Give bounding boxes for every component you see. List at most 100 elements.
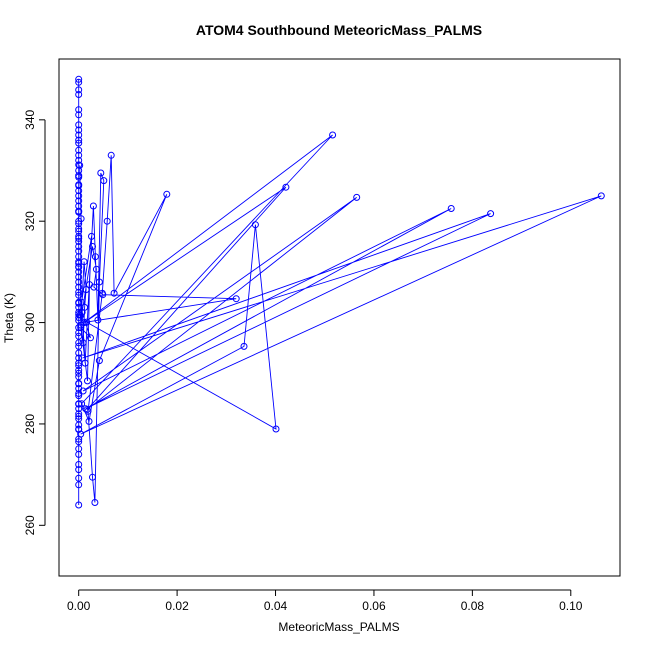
data-point: [75, 474, 83, 482]
data-point: [87, 334, 94, 342]
data-point: [75, 156, 83, 164]
data-point: [163, 190, 171, 198]
data-point: [80, 258, 88, 266]
data-point: [79, 354, 87, 362]
data-point: [75, 192, 83, 200]
data-point: [75, 501, 83, 509]
x-tick-label: 0.04: [264, 599, 288, 613]
x-axis-label: MeteoricMass_PALMS: [278, 620, 399, 634]
data-point: [75, 349, 83, 357]
data-point: [107, 151, 115, 159]
data-point: [110, 289, 118, 297]
data-point: [75, 278, 83, 286]
data-point: [77, 215, 85, 223]
data-point: [103, 217, 111, 225]
data-point: [75, 291, 83, 299]
data-point: [75, 243, 83, 250]
chart-title: ATOM4 Southbound MeteoricMass_PALMS: [196, 22, 482, 38]
data-point: [78, 298, 86, 306]
data-point: [75, 227, 83, 235]
data-point: [99, 291, 107, 299]
data-point: [251, 221, 259, 229]
data-point: [75, 466, 83, 474]
y-tick-label: 300: [23, 312, 37, 332]
data-point: [232, 295, 240, 303]
data-point: [75, 131, 83, 139]
data-point: [89, 202, 97, 210]
x-tick-label: 0.02: [165, 599, 189, 613]
data-point: [272, 425, 280, 433]
data-point: [89, 473, 96, 481]
data-point: [75, 106, 83, 114]
data-point: [75, 410, 83, 418]
data-point: [75, 121, 83, 129]
x-axis: 0.00 0.02 0.04 0.06 0.08 0.10: [67, 589, 583, 613]
data-point: [75, 288, 83, 296]
data-point: [100, 177, 108, 185]
data-point: [75, 126, 83, 134]
data-point: [75, 202, 83, 210]
data-point: [90, 283, 98, 291]
x-tick-label: 0.08: [461, 599, 485, 613]
data-point: [75, 366, 83, 374]
data-point: [75, 379, 83, 387]
data-point: [75, 258, 83, 266]
data-point: [447, 205, 455, 212]
y-tick-label: 280: [23, 414, 37, 434]
data-point: [75, 263, 83, 271]
data-point: [75, 182, 83, 190]
data-point: [75, 91, 83, 98]
data-point: [75, 412, 83, 420]
data-point: [77, 430, 85, 438]
data-point: [597, 192, 605, 200]
data-point: [91, 499, 99, 506]
data-point: [75, 172, 83, 180]
data-point: [95, 278, 103, 286]
x-tick-label: 0.06: [362, 599, 386, 613]
data-point: [97, 169, 105, 177]
data-point: [75, 75, 83, 83]
y-tick-label: 260: [23, 515, 37, 535]
data-point: [75, 187, 83, 195]
data-point: [76, 161, 84, 169]
data-point: [85, 417, 93, 425]
data-point: [89, 243, 96, 250]
data-point: [75, 400, 83, 408]
data-point: [75, 151, 83, 159]
data-point: [78, 400, 86, 408]
data-point: [75, 415, 83, 423]
x-tick-label: 0.00: [67, 599, 91, 613]
data-point: [75, 273, 83, 281]
data-point: [88, 232, 95, 240]
data-point: [75, 207, 83, 215]
data-point: [75, 111, 83, 119]
series-points: [75, 75, 605, 509]
data-point: [82, 286, 90, 294]
data-point: [83, 406, 91, 414]
data-point: [240, 342, 248, 350]
data-point: [75, 139, 83, 147]
data-point: [353, 193, 361, 201]
y-axis: 260 280 300 320 340: [23, 109, 46, 535]
data-point: [75, 373, 83, 381]
data-point: [75, 136, 83, 144]
data-point: [75, 339, 83, 347]
data-point: [75, 197, 83, 205]
data-point: [487, 210, 495, 218]
data-point: [75, 238, 83, 245]
data-point: [75, 283, 83, 291]
data-point: [75, 298, 83, 306]
data-point: [91, 253, 99, 261]
data-point: [75, 392, 83, 400]
data-point: [75, 362, 83, 370]
data-point: [75, 234, 83, 242]
data-point: [82, 405, 90, 413]
data-point: [75, 225, 83, 233]
data-point: [80, 319, 88, 327]
data-point: [329, 131, 337, 139]
data-point: [84, 377, 91, 385]
data-point: [95, 357, 103, 365]
data-point: [94, 316, 102, 324]
data-point: [75, 232, 83, 240]
